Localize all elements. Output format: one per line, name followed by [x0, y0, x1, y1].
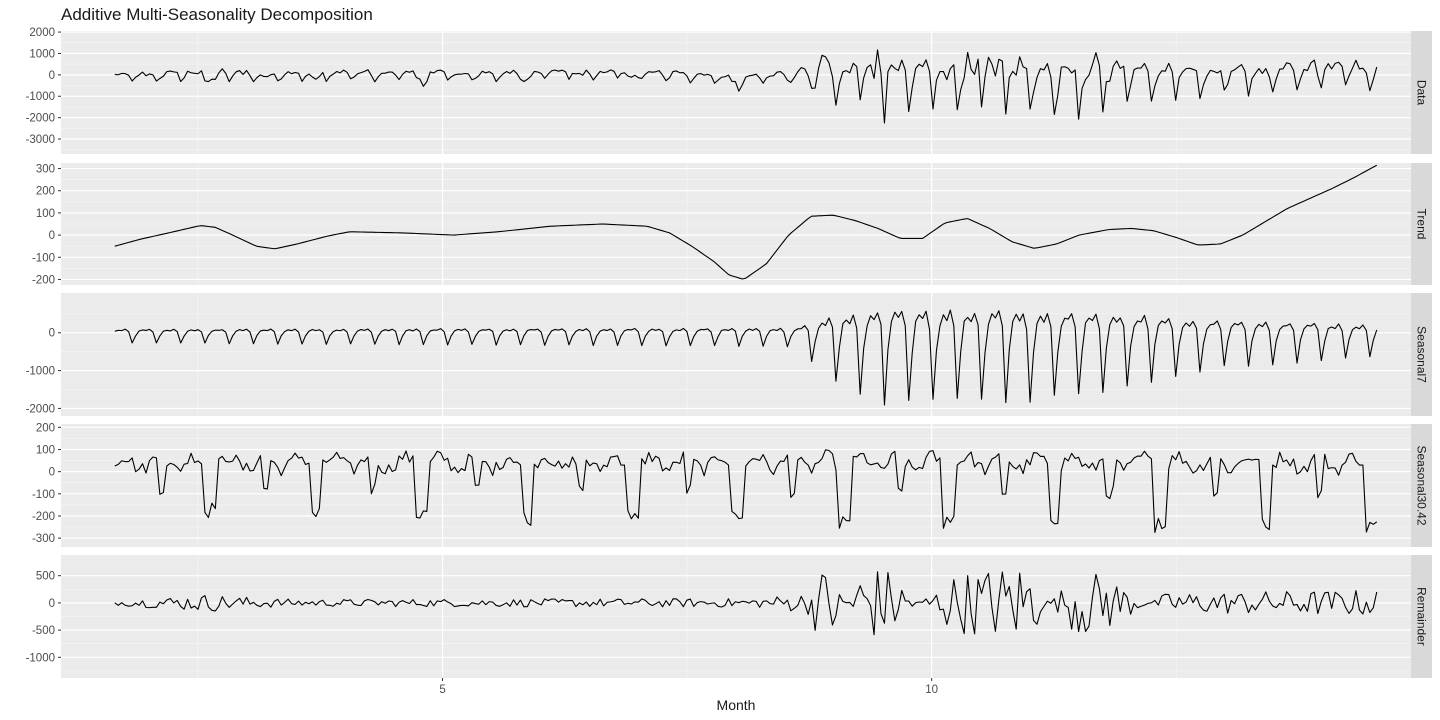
- y-tick-label: 200: [36, 186, 55, 198]
- y-tick-label: 0: [49, 328, 55, 340]
- y-tick-label: -1000: [26, 366, 55, 378]
- series-line: [114, 309, 1378, 406]
- y-tick-label: -200: [32, 274, 55, 286]
- panel-background: [61, 293, 1411, 416]
- panel-trend: 300 200 100 0 -100 -200 Trend: [32, 163, 1432, 286]
- panel-background: [61, 424, 1411, 547]
- chart-title: Additive Multi-Seasonality Decomposition: [61, 5, 373, 24]
- y-tick-label: -200: [32, 511, 55, 523]
- panel-seasonal7: 0 -1000 -2000 Seasonal7: [26, 293, 1432, 416]
- y-tick-label: 300: [36, 164, 55, 176]
- y-tick-label: 500: [36, 571, 55, 583]
- y-tick-label: -3000: [26, 134, 55, 146]
- y-tick-label: 0: [49, 598, 55, 610]
- y-tick-label: 1000: [29, 48, 55, 60]
- x-axis: 5 10: [439, 678, 938, 696]
- strip-background: [1411, 163, 1432, 285]
- y-tick-label: -1000: [26, 91, 55, 103]
- y-tick-label: 100: [36, 444, 55, 456]
- strip-label: Remainder: [1415, 587, 1429, 646]
- strip-label: Trend: [1415, 209, 1429, 240]
- strip-background: [1411, 31, 1432, 154]
- strip-background: [1411, 555, 1432, 678]
- panel-seasonal30-42: 200 100 0 -100 -200 -300 Seasonal30.42: [32, 422, 1432, 547]
- panels-group: 200010000-1000-2000-3000Data3002001000-1…: [26, 27, 1432, 678]
- strip-background: [1411, 424, 1432, 547]
- strip-label: Seasonal30.42: [1415, 445, 1429, 525]
- x-tick-label: 10: [925, 684, 938, 696]
- y-tick-label: 0: [49, 467, 55, 479]
- series-line: [114, 164, 1378, 280]
- y-tick-label: -100: [32, 489, 55, 501]
- y-tick-label: 100: [36, 208, 55, 220]
- y-tick-label: 0: [49, 70, 55, 82]
- strip-label: Data: [1415, 80, 1429, 106]
- strip-label: Seasonal7: [1415, 326, 1429, 383]
- series-line: [114, 49, 1378, 124]
- y-tick-label: -300: [32, 533, 55, 545]
- y-tick-label: -1000: [26, 652, 55, 664]
- x-tick-label: 5: [439, 684, 445, 696]
- series-line: [114, 571, 1378, 636]
- y-tick-label: -2000: [26, 113, 55, 125]
- panel-data: 2000 1000 0 -1000 -2000 -3000 Data: [26, 27, 1432, 154]
- strip-background: [1411, 293, 1432, 416]
- x-axis-label: Month: [717, 697, 756, 713]
- y-tick-label: -2000: [26, 403, 55, 415]
- y-tick-label: 0: [49, 230, 55, 242]
- y-tick-label: -500: [32, 625, 55, 637]
- panel-background: [61, 31, 1411, 154]
- y-tick-label: 2000: [29, 27, 55, 39]
- series-line: [114, 449, 1378, 534]
- panel-remainder: 500 0 -500 -1000 Remainder: [26, 555, 1432, 678]
- y-tick-label: 200: [36, 422, 55, 434]
- y-tick-label: -100: [32, 252, 55, 264]
